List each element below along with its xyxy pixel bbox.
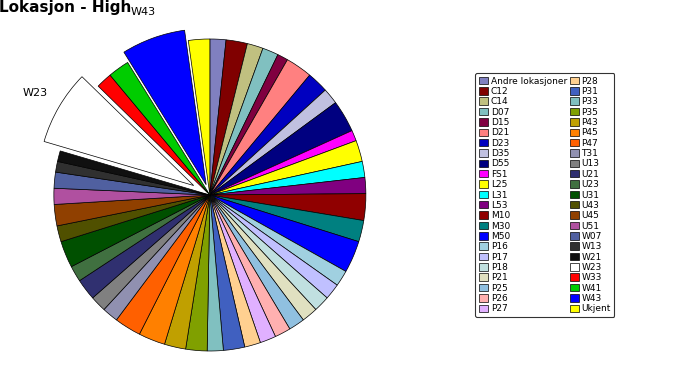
Wedge shape bbox=[207, 195, 223, 351]
Wedge shape bbox=[210, 161, 365, 195]
Wedge shape bbox=[93, 195, 210, 310]
Wedge shape bbox=[110, 62, 210, 195]
Wedge shape bbox=[210, 177, 366, 195]
Wedge shape bbox=[210, 195, 364, 242]
Wedge shape bbox=[210, 194, 366, 221]
Wedge shape bbox=[210, 141, 362, 195]
Wedge shape bbox=[210, 39, 226, 195]
Wedge shape bbox=[210, 195, 276, 342]
Wedge shape bbox=[210, 195, 303, 329]
Wedge shape bbox=[210, 131, 356, 195]
Wedge shape bbox=[116, 195, 210, 334]
Wedge shape bbox=[56, 161, 210, 195]
Wedge shape bbox=[188, 39, 210, 195]
Text: W23: W23 bbox=[22, 88, 47, 98]
Wedge shape bbox=[57, 195, 210, 242]
Text: W43: W43 bbox=[131, 7, 156, 17]
Wedge shape bbox=[210, 40, 247, 195]
Wedge shape bbox=[165, 195, 210, 349]
Wedge shape bbox=[210, 195, 327, 310]
Wedge shape bbox=[210, 195, 245, 350]
Wedge shape bbox=[185, 195, 210, 351]
Wedge shape bbox=[54, 172, 210, 195]
Legend: Andre lokasjoner, C12, C14, D07, D15, D21, D23, D35, D55, FS1, L25, L31, L53, M1: Andre lokasjoner, C12, C14, D07, D15, D2… bbox=[475, 73, 615, 317]
Wedge shape bbox=[54, 195, 210, 226]
Wedge shape bbox=[210, 195, 346, 285]
Wedge shape bbox=[54, 188, 210, 204]
Wedge shape bbox=[210, 195, 261, 347]
Wedge shape bbox=[210, 60, 309, 195]
Wedge shape bbox=[210, 195, 315, 320]
Wedge shape bbox=[71, 195, 210, 281]
Wedge shape bbox=[58, 151, 210, 195]
Wedge shape bbox=[61, 195, 210, 267]
Wedge shape bbox=[44, 77, 194, 186]
Wedge shape bbox=[98, 75, 210, 195]
Wedge shape bbox=[139, 195, 210, 344]
Wedge shape bbox=[210, 55, 288, 195]
Wedge shape bbox=[104, 195, 210, 320]
Wedge shape bbox=[210, 48, 278, 195]
Wedge shape bbox=[210, 75, 326, 195]
Wedge shape bbox=[210, 195, 290, 337]
Text: Lokasjon - High: Lokasjon - High bbox=[0, 0, 131, 15]
Wedge shape bbox=[210, 103, 352, 195]
Wedge shape bbox=[210, 195, 337, 298]
Wedge shape bbox=[210, 195, 359, 271]
Wedge shape bbox=[124, 30, 206, 185]
Wedge shape bbox=[210, 90, 336, 195]
Wedge shape bbox=[79, 195, 210, 298]
Wedge shape bbox=[210, 44, 263, 195]
